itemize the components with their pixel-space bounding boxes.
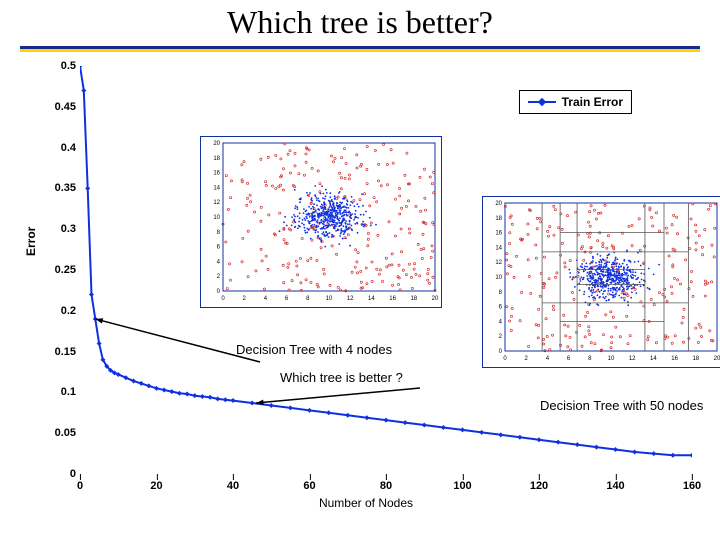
svg-text:20: 20 bbox=[495, 201, 502, 207]
error-vs-nodes-chart: Error Number of Nodes 00.050.10.150.20.2… bbox=[30, 56, 702, 514]
svg-text:2: 2 bbox=[217, 274, 221, 280]
svg-text:0: 0 bbox=[503, 356, 507, 362]
title-underline bbox=[20, 46, 700, 52]
svg-text:14: 14 bbox=[213, 185, 220, 191]
y-tick: 0.25 bbox=[36, 264, 76, 276]
svg-text:16: 16 bbox=[495, 231, 502, 237]
svg-text:6: 6 bbox=[285, 296, 289, 302]
y-tick: 0.2 bbox=[36, 305, 76, 317]
svg-text:16: 16 bbox=[389, 296, 396, 302]
svg-text:16: 16 bbox=[213, 171, 220, 177]
svg-text:10: 10 bbox=[213, 215, 220, 221]
svg-text:12: 12 bbox=[347, 296, 354, 302]
y-tick: 0.3 bbox=[36, 223, 76, 235]
svg-text:4: 4 bbox=[217, 259, 221, 265]
legend-swatch bbox=[528, 97, 556, 107]
svg-text:20: 20 bbox=[432, 296, 439, 302]
svg-text:4: 4 bbox=[499, 319, 503, 325]
x-tick: 40 bbox=[227, 480, 239, 492]
y-tick: 0.15 bbox=[36, 346, 76, 358]
svg-text:0: 0 bbox=[499, 349, 503, 355]
slide-title: Which tree is better? bbox=[0, 4, 720, 41]
svg-text:20: 20 bbox=[714, 356, 720, 362]
inset-scatter: 0 2 4 6 8 10 12 14 16 18 20 0 2 4 6 8 10 12 14 16 18 20 bbox=[200, 136, 442, 308]
svg-text:8: 8 bbox=[217, 230, 221, 236]
x-tick: 0 bbox=[77, 480, 83, 492]
svg-text:12: 12 bbox=[629, 356, 636, 362]
svg-text:16: 16 bbox=[671, 356, 678, 362]
svg-text:10: 10 bbox=[326, 296, 333, 302]
inset-scatter: 0 2 4 6 8 10 12 14 16 18 20 0 2 4 6 8 10 12 14 16 18 20 bbox=[482, 196, 720, 368]
svg-text:14: 14 bbox=[368, 296, 375, 302]
y-tick: 0.05 bbox=[36, 427, 76, 439]
svg-text:12: 12 bbox=[495, 260, 502, 266]
svg-text:18: 18 bbox=[495, 216, 502, 222]
svg-text:8: 8 bbox=[588, 356, 592, 362]
svg-text:18: 18 bbox=[692, 356, 699, 362]
svg-text:20: 20 bbox=[213, 141, 220, 147]
x-tick: 100 bbox=[453, 480, 471, 492]
svg-text:18: 18 bbox=[410, 296, 417, 302]
svg-text:12: 12 bbox=[213, 200, 220, 206]
y-tick: 0.4 bbox=[36, 142, 76, 154]
x-tick: 20 bbox=[150, 480, 162, 492]
svg-text:10: 10 bbox=[495, 275, 502, 281]
svg-text:8: 8 bbox=[306, 296, 310, 302]
y-tick: 0.1 bbox=[36, 386, 76, 398]
x-tick: 160 bbox=[683, 480, 701, 492]
chart-annotation: Decision Tree with 4 nodes bbox=[236, 342, 392, 357]
chart-legend: Train Error bbox=[519, 90, 632, 114]
x-tick: 140 bbox=[606, 480, 624, 492]
svg-text:6: 6 bbox=[217, 245, 221, 251]
svg-text:14: 14 bbox=[650, 356, 657, 362]
chart-annotation: Decision Tree with 50 nodes bbox=[540, 398, 703, 413]
chart-annotation: Which tree is better ? bbox=[280, 370, 403, 385]
y-tick: 0.45 bbox=[36, 101, 76, 113]
svg-text:14: 14 bbox=[495, 245, 502, 251]
svg-text:0: 0 bbox=[221, 296, 225, 302]
y-tick: 0.5 bbox=[36, 60, 76, 72]
svg-text:2: 2 bbox=[499, 334, 503, 340]
x-tick: 80 bbox=[380, 480, 392, 492]
x-tick: 120 bbox=[530, 480, 548, 492]
y-tick: 0.35 bbox=[36, 182, 76, 194]
svg-text:8: 8 bbox=[499, 290, 503, 296]
svg-text:6: 6 bbox=[567, 356, 571, 362]
x-tick: 60 bbox=[303, 480, 315, 492]
svg-text:4: 4 bbox=[546, 356, 550, 362]
svg-text:18: 18 bbox=[213, 156, 220, 162]
svg-text:2: 2 bbox=[243, 296, 247, 302]
legend-label: Train Error bbox=[562, 95, 623, 109]
plot-area: 0246810121416182002468101214161820024681… bbox=[80, 66, 692, 474]
x-axis-label: Number of Nodes bbox=[30, 496, 702, 510]
svg-text:6: 6 bbox=[499, 305, 503, 311]
svg-text:0: 0 bbox=[217, 289, 221, 295]
svg-text:10: 10 bbox=[608, 356, 615, 362]
svg-text:2: 2 bbox=[525, 356, 529, 362]
svg-text:4: 4 bbox=[264, 296, 268, 302]
y-tick: 0 bbox=[36, 468, 76, 480]
